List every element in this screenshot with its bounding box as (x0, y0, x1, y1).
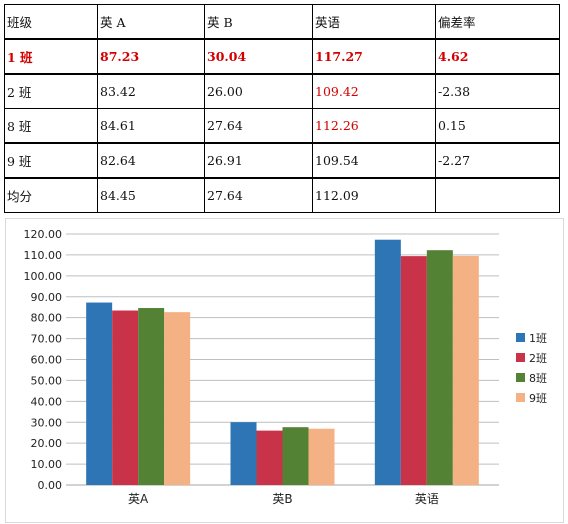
bar (112, 310, 139, 485)
table-cell: 9 班 (4, 142, 98, 179)
table-cell: 87.23 (97, 38, 205, 75)
table-cell: 4.62 (435, 38, 560, 75)
table-row: 均分 84.45 27.64 112.09 (4, 177, 560, 213)
y-tick-label: 90.00 (31, 291, 63, 304)
bar (230, 422, 257, 485)
y-tick-label: 120.00 (24, 228, 63, 241)
y-tick-label: 110.00 (24, 249, 63, 262)
table-cell: 0.15 (435, 108, 560, 144)
bar (256, 430, 283, 485)
legend-label: 1班 (529, 332, 547, 345)
y-tick-label: 10.00 (31, 458, 63, 471)
y-tick-label: 70.00 (31, 333, 63, 346)
table-cell (435, 177, 560, 213)
bar (138, 308, 165, 485)
table-cell: 27.64 (204, 108, 313, 144)
bar (452, 255, 479, 485)
bar (308, 428, 335, 485)
y-tick-label: 100.00 (24, 270, 63, 283)
bar (164, 312, 191, 485)
x-category-label: 英语 (415, 492, 439, 506)
y-tick-label: 60.00 (31, 354, 63, 367)
table-row: 8 班 84.61 27.64 112.26 0.15 (4, 108, 560, 144)
table-cell: 83.42 (97, 73, 205, 109)
table-cell: 112.26 (312, 108, 436, 144)
legend-swatch (516, 393, 525, 402)
table-cell: 26.91 (204, 142, 313, 179)
y-axis-ticks: 0.00 10.00 20.00 30.00 40.00 50.00 60.00 70.00 8… (24, 228, 63, 492)
table-cell: 27.64 (204, 177, 313, 213)
header-cell: 英 B (204, 4, 313, 40)
bar (86, 302, 113, 485)
y-tick-label: 50.00 (31, 374, 63, 387)
header-cell: 英语 (312, 4, 436, 40)
table-row: 1 班 87.23 30.04 117.27 4.62 (4, 38, 560, 75)
x-category-label: 英B (272, 492, 292, 506)
table-cell: 均分 (4, 177, 98, 213)
bar (374, 239, 401, 485)
header-cell: 偏差率 (435, 4, 560, 40)
table-cell: 8 班 (4, 108, 98, 144)
bars (86, 239, 479, 485)
bar (426, 250, 453, 485)
table-cell: 84.45 (97, 177, 205, 213)
legend-label: 9班 (529, 392, 547, 405)
table-cell: 30.04 (204, 38, 313, 75)
header-cell: 班级 (4, 4, 98, 40)
x-category-label: 英A (128, 492, 149, 506)
x-axis-categories: 英A 英B 英语 (128, 492, 439, 506)
legend-label: 2班 (529, 352, 547, 365)
table-cell: 26.00 (204, 73, 313, 109)
y-tick-label: 40.00 (31, 395, 63, 408)
y-tick-label: 80.00 (31, 312, 63, 325)
table-cell: 1 班 (4, 38, 98, 75)
legend-swatch (516, 333, 525, 342)
table-cell: 117.27 (312, 38, 436, 75)
table-cell: 84.61 (97, 108, 205, 144)
table-cell: -2.38 (435, 73, 560, 109)
table-cell: 82.64 (97, 142, 205, 179)
table-cell: 2 班 (4, 73, 98, 109)
legend: 1班 2班 8班 9班 (516, 332, 547, 405)
table-cell: 109.42 (312, 73, 436, 109)
legend-swatch (516, 373, 525, 382)
bar (400, 256, 427, 485)
table-cell: 109.54 (312, 142, 436, 179)
header-cell: 英 A (97, 4, 205, 40)
table-cell: -2.27 (435, 142, 560, 179)
table-row: 9 班 82.64 26.91 109.54 -2.27 (4, 142, 560, 179)
table-row: 2 班 83.42 26.00 109.42 -2.38 (4, 73, 560, 109)
bar (282, 427, 309, 485)
y-tick-label: 30.00 (31, 416, 63, 429)
y-tick-label: 20.00 (31, 437, 63, 450)
legend-label: 8班 (529, 372, 547, 385)
chart-area: 0.00 10.00 20.00 30.00 40.00 50.00 60.00 70.00 8… (5, 218, 564, 523)
table-cell: 112.09 (312, 177, 436, 213)
legend-swatch (516, 353, 525, 362)
bar-chart: 0.00 10.00 20.00 30.00 40.00 50.00 60.00 70.00 8… (24, 228, 548, 506)
y-tick-label: 0.00 (38, 479, 63, 492)
